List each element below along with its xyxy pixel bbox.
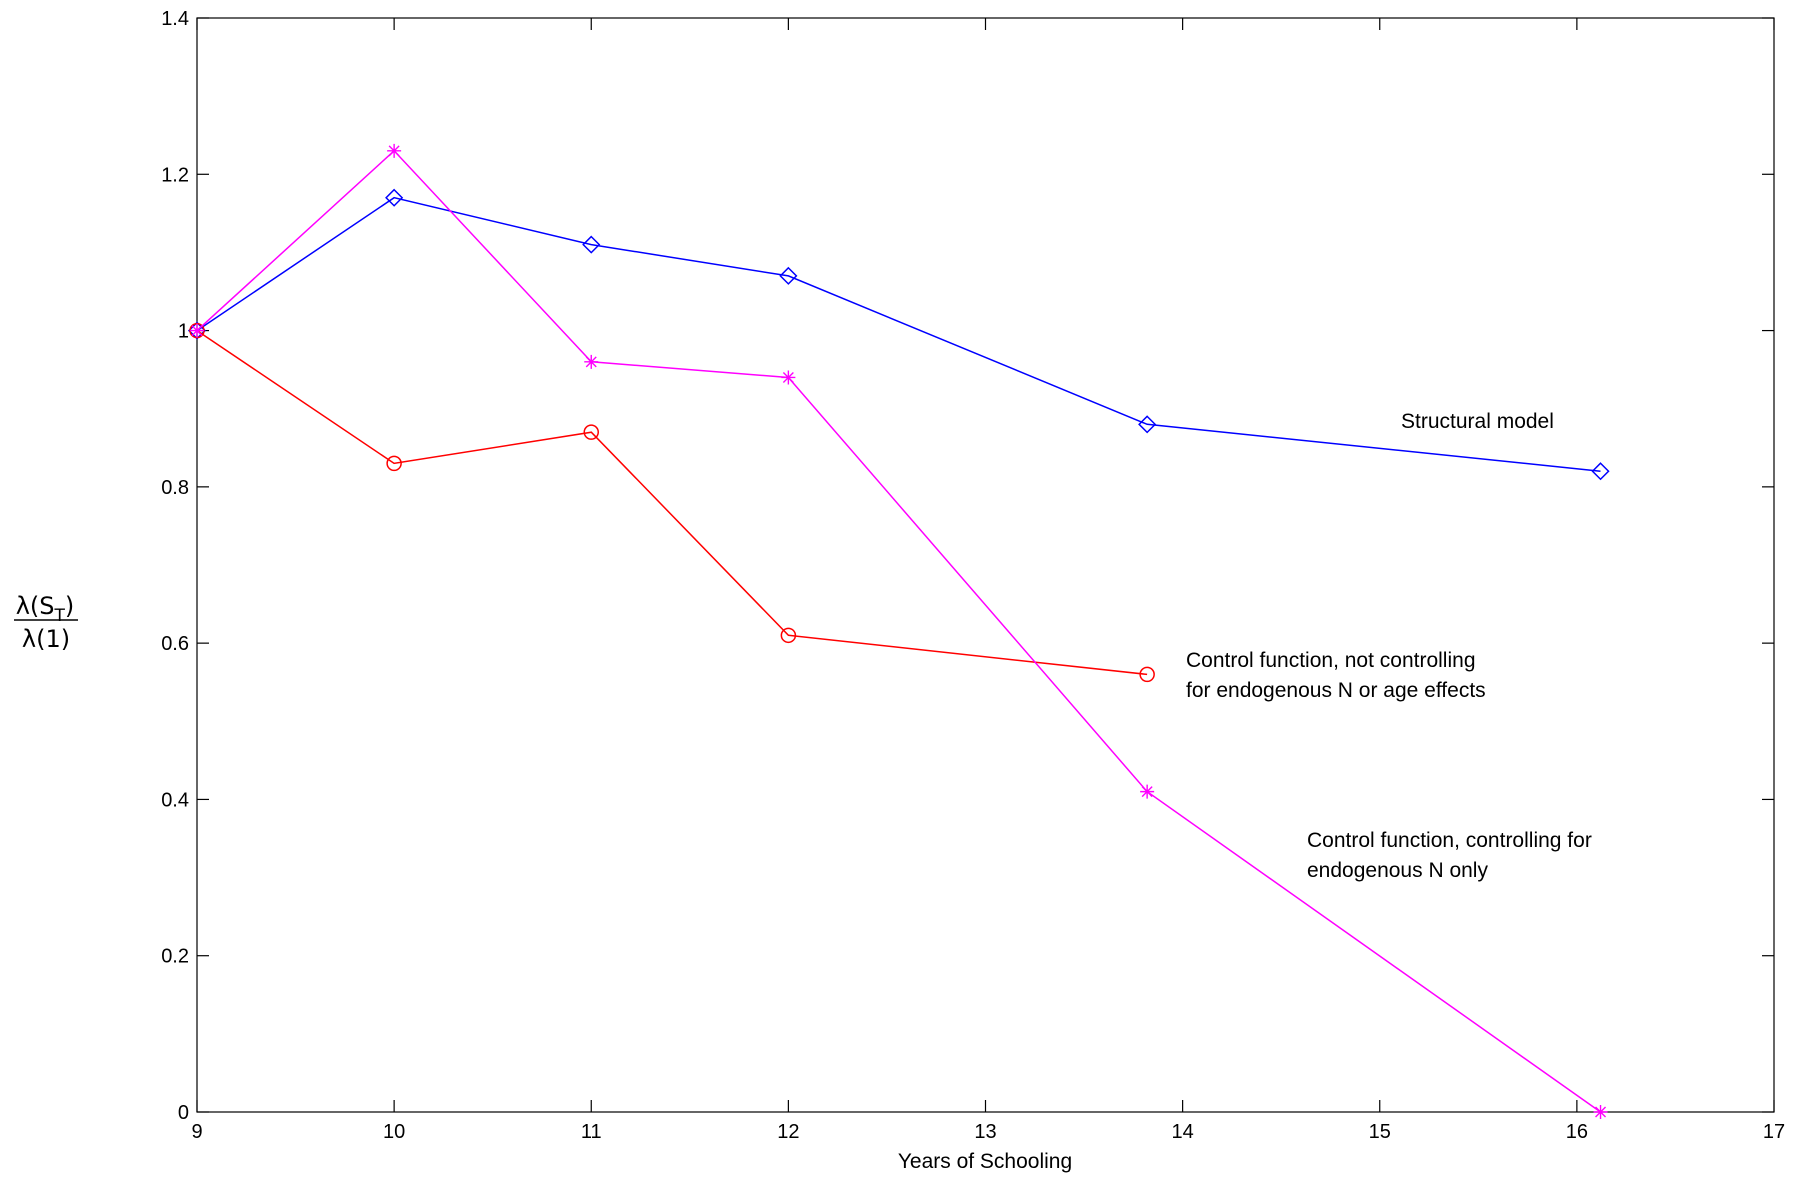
data-point-structural-4 bbox=[779, 266, 798, 285]
y-tick-label-0-2: 0.2 bbox=[161, 946, 189, 968]
series-line-cf_endog_n bbox=[196, 149, 1601, 1113]
x-tick-label-16: 16 bbox=[1566, 1121, 1588, 1143]
plot-area bbox=[196, 17, 1775, 1113]
series-structural bbox=[187, 188, 1610, 481]
data-point-structural-6 bbox=[1591, 462, 1610, 481]
x-tick-label-11: 11 bbox=[581, 1121, 602, 1143]
series-line-structural bbox=[196, 196, 1601, 472]
svg-text:Control function, not controll: Control function, not controlling bbox=[1186, 649, 1476, 672]
y-tick-label-0-4: 0.4 bbox=[161, 789, 189, 811]
annotation-cf-endog-n-line-1: Control function, controlling for bbox=[1307, 829, 1592, 852]
x-tick-label-17: 17 bbox=[1763, 1121, 1785, 1143]
y-label-numerator-subscript: T bbox=[54, 606, 66, 626]
x-tick-label-14: 14 bbox=[1172, 1121, 1194, 1143]
annotation-structural-line-1: Structural model bbox=[1401, 410, 1554, 433]
axis-ticks: 9 10 11 12 13 14 15 16 17 0 0.2 0.4 0.6 0.8 1 1.2 1.4 bbox=[161, 8, 1785, 1143]
data-point-cf_none-3 bbox=[583, 424, 599, 440]
x-axis-label: Years of Schooling bbox=[898, 1150, 1072, 1173]
x-tick-label-15: 15 bbox=[1369, 1121, 1391, 1143]
annotation-cf-none-line-2: for endogenous N or age effects bbox=[1186, 679, 1486, 702]
data-point-cf_endog_n-6 bbox=[1593, 1105, 1608, 1119]
data-point-cf_endog_n-1 bbox=[190, 323, 204, 338]
y-tick-label-0-8: 0.8 bbox=[161, 477, 189, 499]
series-layer bbox=[187, 143, 1610, 1119]
annotation-structural: Structural model bbox=[1401, 410, 1554, 433]
y-tick-label-0: 0 bbox=[178, 1102, 189, 1124]
y-tick-label-1: 1 bbox=[178, 321, 189, 343]
data-point-structural-5 bbox=[1138, 415, 1157, 434]
annotation-cf-endog-n-line-2: endogenous N only bbox=[1307, 859, 1488, 882]
x-tick-label-10: 10 bbox=[383, 1121, 405, 1143]
y-tick-label-0-6: 0.6 bbox=[161, 633, 189, 655]
y-label-denominator: λ(1) bbox=[22, 625, 70, 653]
data-point-structural-3 bbox=[582, 235, 601, 254]
data-point-cf_none-2 bbox=[386, 455, 402, 472]
annotation-cf-none: Control function, not controlling for en… bbox=[1186, 649, 1486, 702]
svg-text:endogenous N only: endogenous N only bbox=[1307, 859, 1488, 882]
x-tick-label-13: 13 bbox=[974, 1121, 996, 1143]
data-point-cf_endog_n-5 bbox=[1140, 784, 1155, 799]
data-point-cf_none-5 bbox=[1139, 666, 1155, 683]
data-point-cf_none-4 bbox=[780, 627, 797, 644]
series-line-cf_none bbox=[196, 329, 1148, 676]
svg-text:λ(ST): λ(ST) bbox=[16, 592, 75, 626]
y-tick-label-1-2: 1.2 bbox=[161, 164, 189, 186]
svg-text:Control function, controlling: Control function, controlling for bbox=[1307, 829, 1592, 852]
data-point-cf_endog_n-2 bbox=[387, 143, 402, 158]
svg-text:for endogenous N or age effect: for endogenous N or age effects bbox=[1186, 679, 1486, 702]
series-cf_none bbox=[189, 322, 1155, 683]
y-label-numerator-prefix: λ(S bbox=[16, 592, 55, 620]
data-point-structural-1 bbox=[187, 321, 207, 340]
data-point-cf_endog_n-3 bbox=[584, 354, 599, 369]
data-point-structural-2 bbox=[385, 188, 404, 207]
svg-text:Structural model: Structural model bbox=[1401, 410, 1554, 433]
annotation-cf-endog-n: Control function, controlling for endoge… bbox=[1307, 829, 1592, 882]
y-label-numerator-suffix: ) bbox=[65, 592, 74, 620]
data-point-cf_endog_n-4 bbox=[781, 370, 796, 385]
y-tick-label-1-4: 1.4 bbox=[161, 8, 189, 30]
annotation-cf-none-line-1: Control function, not controlling bbox=[1186, 649, 1476, 672]
series-cf_endog_n bbox=[190, 143, 1608, 1119]
y-axis-label: λ(ST) λ(1) bbox=[14, 592, 78, 653]
x-tick-label-9: 9 bbox=[191, 1121, 202, 1143]
x-tick-label-12: 12 bbox=[777, 1121, 799, 1143]
